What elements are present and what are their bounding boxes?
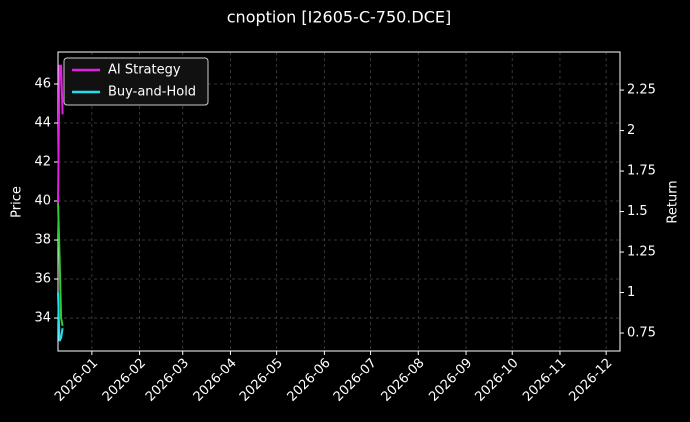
y-tick-label: 36 (34, 272, 51, 287)
y-tick-label: 38 (34, 233, 51, 248)
x-tick-label: 2026-04 (191, 356, 240, 405)
x-tick-label: 2026-01 (52, 356, 101, 405)
x-tick-label: 2026-05 (237, 356, 286, 405)
x-tick-label: 2026-02 (100, 356, 149, 405)
y-tick-label: 44 (34, 115, 51, 130)
y2-tick-label: 2.25 (627, 83, 656, 98)
y-tick-label: 46 (34, 76, 51, 91)
y2-tick-label: 0.75 (627, 326, 656, 341)
x-tick-label: 2026-03 (143, 356, 192, 405)
x-tick-label: 2026-09 (426, 356, 475, 405)
data-line (57, 200, 64, 327)
y2-tick-label: 2 (627, 123, 635, 138)
x-tick-label: 2026-08 (379, 356, 428, 405)
y2-axis-label: Return (666, 180, 681, 223)
x-tick-label: 2026-10 (473, 356, 522, 405)
y-axis-label: Price (10, 186, 25, 218)
data-line (57, 292, 64, 342)
x-tick-label: 2026-11 (520, 356, 569, 405)
y2-tick-label: 1.5 (627, 204, 648, 219)
y-tick-label: 42 (34, 155, 51, 170)
data-line (57, 64, 64, 204)
chart-title: cnoption [I2605-C-750.DCE] (227, 8, 451, 27)
x-tick-label: 2026-06 (285, 356, 334, 405)
x-tick-label: 2026-12 (566, 356, 615, 405)
y2-tick-label: 1.75 (627, 164, 656, 179)
x-tick-label: 2026-07 (331, 356, 380, 405)
y2-tick-label: 1.25 (627, 245, 656, 260)
legend-label: Buy-and-Hold (108, 85, 196, 100)
legend: AI Strategy Buy-and-Hold (63, 57, 209, 106)
y-tick-label: 34 (34, 311, 51, 326)
y2-tick-label: 1 (627, 285, 635, 300)
legend-label: AI Strategy (108, 63, 181, 78)
y-tick-label: 40 (34, 194, 51, 209)
